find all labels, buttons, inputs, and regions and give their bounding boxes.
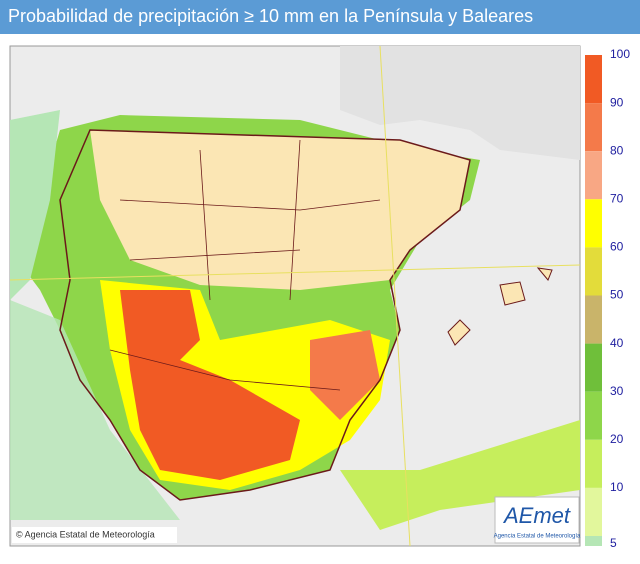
- legend-swatch: [585, 343, 602, 392]
- legend-swatch: [585, 247, 602, 296]
- legend-label: 70: [610, 191, 624, 205]
- map: [9, 45, 581, 547]
- logo-subtitle: Agencia Estatal de Meteorología: [494, 534, 581, 540]
- legend-label: 50: [610, 288, 624, 302]
- legend-swatch: [585, 199, 602, 248]
- legend-swatch: [585, 151, 602, 200]
- legend-label: 20: [610, 432, 624, 446]
- legend-label: 40: [610, 336, 624, 350]
- legend-label: 60: [610, 240, 624, 254]
- legend-swatch: [585, 536, 602, 546]
- legend-label: 10: [610, 480, 624, 494]
- legend-label: 30: [610, 384, 624, 398]
- logo-box: [494, 496, 580, 544]
- legend-label: 90: [610, 95, 624, 109]
- legend-swatch: [585, 487, 602, 536]
- credit-box: [12, 527, 177, 543]
- title-bar: [0, 0, 640, 34]
- legend-label: 100: [610, 47, 630, 61]
- credit: © Agencia Estatal de Meteorología: [16, 529, 155, 539]
- legend-label: 5: [610, 536, 617, 550]
- title: Probabilidad de precipitación ≥ 10 mm en…: [8, 6, 533, 26]
- logo: AEmet: [502, 503, 571, 528]
- legend-label: 80: [610, 143, 624, 157]
- legend: 100 90 80 70 60 50 40 30 20 10 5: [585, 47, 630, 550]
- legend-swatch: [585, 391, 602, 440]
- legend-swatch: [585, 295, 602, 344]
- legend-swatch: [585, 103, 602, 152]
- legend-swatch: [585, 55, 602, 104]
- legend-swatch: [585, 439, 602, 488]
